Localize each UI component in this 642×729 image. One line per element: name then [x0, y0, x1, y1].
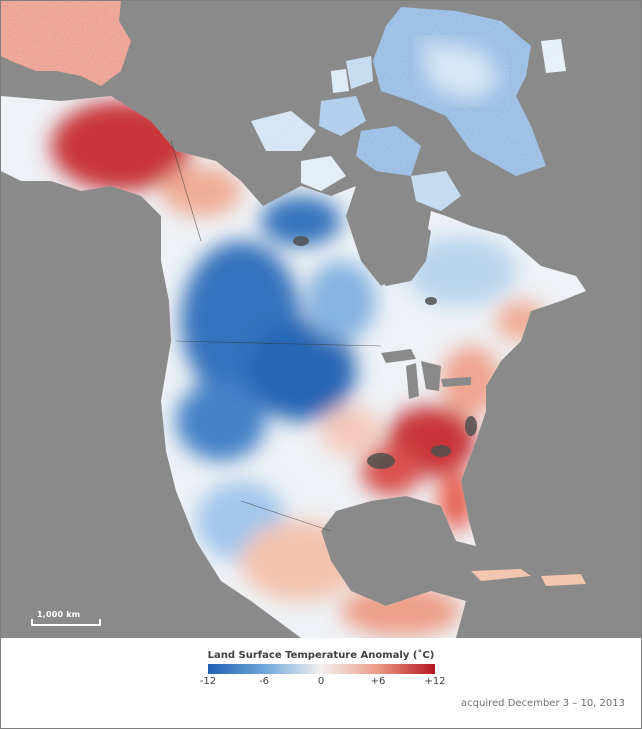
legend: Land Surface Temperature Anomaly (˚C) -1…	[1, 646, 641, 691]
legend-title: Land Surface Temperature Anomaly (˚C)	[207, 650, 435, 661]
great-lakes	[381, 349, 471, 399]
legend-tick-minus-12: -12	[199, 676, 217, 687]
legend-tick-plus-6: +6	[370, 676, 386, 687]
acquisition-caption: acquired December 3 – 10, 2013	[461, 698, 625, 709]
no-data-patches	[293, 236, 477, 469]
legend-colorbar	[208, 664, 435, 674]
caribbean-islands	[471, 569, 586, 586]
political-borders	[170, 140, 382, 532]
legend-tick-plus-12: +12	[424, 676, 446, 687]
scale-bar-tick-right	[99, 619, 101, 626]
scale-bar-label: 1,000 km	[37, 610, 81, 619]
legend-tick-0: 0	[317, 676, 325, 687]
anomaly-field	[1, 96, 586, 638]
legend-tick-minus-6: -6	[259, 676, 269, 687]
map-canvas	[1, 1, 586, 638]
scale-bar-tick-left	[31, 619, 33, 626]
hudson-bay	[361, 211, 431, 286]
siberia-landmass	[1, 1, 131, 86]
scale-bar: 1,000 km	[31, 610, 101, 626]
arctic-islands	[251, 39, 566, 211]
temperature-anomaly-map: 1,000 km	[1, 1, 641, 638]
scale-bar-line	[31, 624, 101, 626]
